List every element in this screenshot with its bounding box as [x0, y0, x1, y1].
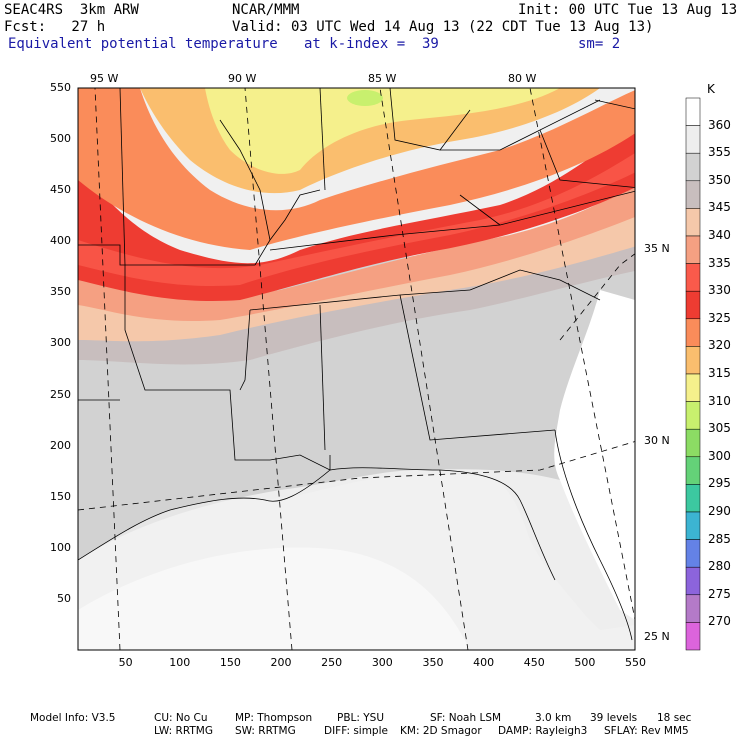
colorbar-swatch	[685, 484, 701, 513]
x-tick-label: 550	[625, 656, 646, 669]
footer-levels: 39 levels	[590, 712, 638, 724]
x-tick-label: 400	[473, 656, 495, 669]
colorbar-level-label: 320	[708, 338, 731, 353]
footer-lw: LW: RRTMG	[154, 725, 213, 737]
colorbar-swatch	[685, 263, 701, 292]
lon-tick-label: 95 W	[90, 72, 119, 85]
lon-tick-label: 85 W	[368, 72, 397, 85]
colorbar-level-label: 305	[708, 421, 731, 436]
colorbar-swatch	[685, 622, 701, 651]
colorbar-level-label: 295	[708, 476, 731, 491]
lat-tick-label: 30 N	[644, 434, 670, 447]
level-info: at k-index = 39	[304, 36, 439, 52]
footer-res: 3.0 km	[535, 712, 572, 724]
footer-diff: DIFF: simple	[324, 725, 388, 737]
colorbar-level-label: 335	[708, 255, 731, 270]
map-frame	[77, 87, 636, 651]
y-tick-label: 100	[50, 540, 71, 554]
lon-tick-label: 90 W	[228, 72, 257, 85]
footer-mp: MP: Thompson	[235, 712, 313, 724]
colorbar-swatch	[685, 401, 701, 430]
colorbar-level-label: 270	[708, 614, 731, 629]
colorbar-level-label: 315	[708, 366, 731, 380]
colorbar-level-label: 355	[708, 145, 731, 160]
field-name: Equivalent potential temperature	[8, 36, 278, 52]
y-tick-label: 350	[50, 285, 71, 299]
colorbar-swatch	[685, 456, 701, 485]
colorbar-swatch	[685, 152, 701, 182]
y-tick-label: 200	[50, 438, 71, 452]
colorbar-level-label: 325	[708, 310, 731, 325]
colorbar-swatch	[685, 290, 701, 320]
x-tick-label: 100	[169, 656, 191, 669]
colorbar-swatch	[685, 208, 701, 237]
y-tick-label: 550	[50, 81, 71, 94]
colorbar-level-label: 285	[708, 531, 731, 546]
y-tick-label: 50	[57, 591, 71, 605]
lon-tick-label: 80 W	[508, 72, 537, 85]
colorbar-level-label: 290	[708, 504, 731, 518]
y-tick-label: 300	[50, 336, 71, 350]
map-canvas	[77, 87, 701, 651]
forecast-hour: Fcst: 27 h	[4, 19, 106, 35]
colorbar-level-label: 340	[708, 228, 731, 242]
colorbar-level-label: 280	[708, 559, 731, 574]
colorbar-swatch	[685, 346, 701, 375]
colorbar-swatch	[685, 539, 701, 568]
x-tick-label: 450	[523, 656, 545, 669]
model-title: SEAC4RS 3km ARW	[4, 2, 139, 18]
theta-e-field	[78, 88, 635, 650]
x-tick-label: 250	[321, 656, 343, 669]
y-tick-label: 150	[50, 489, 71, 503]
footer-model-info: Model Info: V3.5	[30, 712, 116, 724]
colorbar-swatch	[685, 373, 701, 402]
footer-cu: CU: No Cu	[154, 712, 208, 724]
colorbar-level-label: 360	[708, 117, 731, 132]
colorbar-swatch	[685, 318, 701, 347]
colorbar-unit: K	[707, 82, 715, 96]
x-tick-label: 200	[270, 656, 292, 669]
footer-sw: SW: RRTMG	[235, 725, 296, 737]
smoothing-info: sm= 2	[578, 36, 621, 52]
footer-sf: SF: Noah LSM	[430, 712, 502, 724]
colorbar-level-label: 345	[708, 200, 731, 215]
colorbar-swatch	[685, 566, 701, 596]
boundaries	[78, 88, 635, 641]
x-tick-label: 350	[422, 656, 444, 669]
colorbar	[685, 97, 701, 651]
y-tick-label: 450	[50, 183, 71, 197]
colorbar-swatch	[685, 180, 701, 209]
colorbar-level-label: 310	[708, 393, 731, 408]
x-tick-label: 50	[118, 656, 133, 669]
footer-pbl: PBL: YSU	[337, 712, 385, 724]
y-tick-label: 400	[50, 234, 71, 248]
x-tick-label: 150	[219, 656, 241, 669]
center-name: NCAR/MMM	[232, 2, 300, 18]
graticule	[78, 88, 635, 650]
colorbar-level-label: 330	[708, 283, 731, 298]
footer-timestep: 18 sec	[657, 712, 692, 724]
y-tick-label: 250	[50, 387, 71, 401]
colorbar-swatch	[685, 97, 701, 126]
x-tick-label: 300	[371, 656, 393, 669]
lat-tick-label: 25 N	[644, 630, 670, 643]
footer-sflay: SFLAY: Rev MM5	[604, 725, 689, 737]
colorbar-swatch	[685, 511, 701, 540]
valid-time: Valid: 03 UTC Wed 14 Aug 13 (22 CDT Tue …	[232, 19, 654, 35]
y-tick-label: 500	[50, 132, 71, 146]
x-tick-label: 500	[574, 656, 596, 669]
colorbar-level-label: 300	[708, 448, 731, 463]
colorbar-level-label: 350	[708, 172, 731, 187]
footer-km: KM: 2D Smagor	[400, 725, 482, 737]
lat-tick-label: 35 N	[644, 242, 670, 255]
footer-damp: DAMP: Rayleigh3	[498, 725, 588, 737]
colorbar-swatch	[685, 235, 701, 264]
colorbar-swatch	[685, 428, 701, 458]
init-time: Init: 00 UTC Tue 13 Aug 13	[518, 2, 738, 18]
colorbar-swatch	[685, 594, 701, 623]
colorbar-swatch	[685, 125, 701, 154]
colorbar-level-label: 275	[708, 586, 731, 601]
